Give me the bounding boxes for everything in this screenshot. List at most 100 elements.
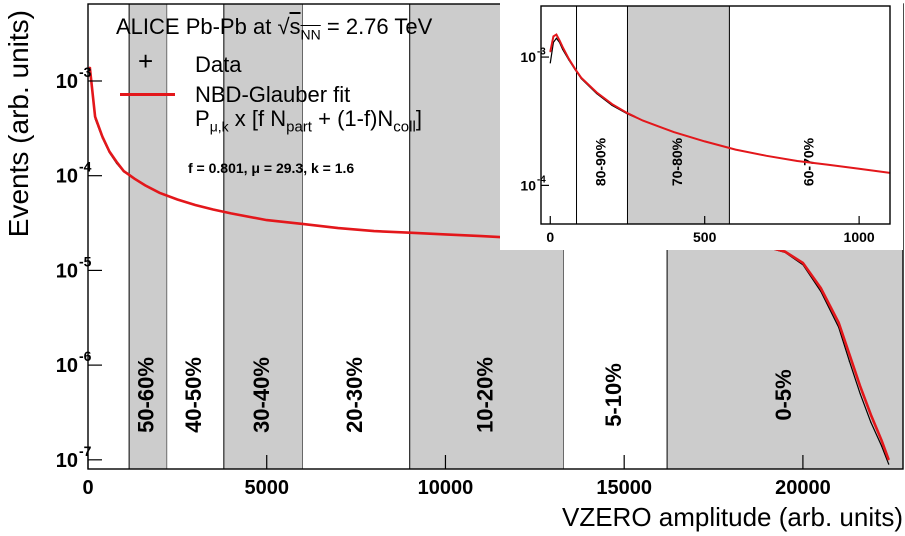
data-point — [880, 445, 883, 447]
fit-point — [555, 33, 558, 36]
y-tick-label: 10 — [56, 450, 78, 472]
fit-point — [827, 164, 829, 166]
y-tick-label: 10 — [56, 166, 78, 188]
fit-point — [595, 91, 598, 94]
fit-point — [568, 58, 570, 60]
band-label: 5-10% — [601, 363, 626, 427]
fit-point — [549, 51, 551, 53]
data-point — [848, 360, 850, 362]
y-tick-label: 10 — [56, 260, 78, 282]
legend-title: ALICE Pb-Pb at √sNN = 2.76 TeV — [116, 14, 433, 43]
fit-point — [94, 116, 96, 118]
legend-formula: Pμ,k x [f Npart + (1-f)Ncoll] — [195, 106, 422, 136]
data-point — [859, 393, 861, 395]
x-tick-label: 500 — [693, 229, 717, 245]
fit-point — [133, 178, 136, 180]
y-tick-label: 10 — [520, 49, 536, 65]
y-tick-label: 10 — [520, 177, 536, 193]
plot-frame — [540, 5, 891, 225]
legend-data-label: Data — [195, 52, 242, 77]
y-tick-exponent: -4 — [79, 159, 92, 175]
x-tick-label: 0 — [82, 477, 93, 499]
band-label: 40-50% — [181, 357, 206, 433]
fit-point — [337, 227, 339, 229]
fit-point — [552, 35, 554, 37]
data-point — [870, 421, 872, 423]
fit-point — [89, 66, 91, 68]
fit-point — [880, 439, 883, 442]
fit-point — [230, 212, 232, 214]
band-label: 30-40% — [249, 357, 274, 433]
band-shade — [223, 4, 303, 469]
fit-point — [373, 230, 375, 232]
fit-point — [888, 459, 890, 461]
band-label: 20-30% — [342, 357, 367, 433]
fit-point — [704, 140, 706, 143]
fit-point — [796, 160, 798, 162]
x-tick-label: 15000 — [596, 477, 652, 499]
fit-point — [409, 232, 411, 234]
band-label: 10-20% — [472, 357, 497, 433]
data-point — [555, 37, 558, 39]
fit-point — [870, 414, 872, 416]
legend-fit-line — [120, 93, 175, 96]
x-tick-label: 5000 — [244, 477, 289, 499]
fit-point — [858, 168, 860, 170]
data-point — [549, 62, 551, 64]
band-label: 80-90% — [593, 137, 609, 186]
fit-point — [626, 112, 629, 114]
y-tick-label: 10 — [56, 71, 78, 93]
band-shade — [627, 6, 730, 224]
fit-point — [848, 353, 850, 355]
y-tick-exponent: -7 — [79, 443, 92, 459]
fit-point — [574, 68, 576, 70]
fit-point — [734, 149, 737, 151]
fit-point — [673, 131, 675, 133]
y-tick-exponent: -5 — [79, 253, 92, 269]
fit-point — [144, 184, 146, 186]
fit-point — [642, 119, 644, 122]
fit-point — [158, 192, 161, 194]
x-tick-label: 20000 — [775, 477, 831, 499]
y-tick-exponent: -4 — [537, 175, 546, 186]
legend-fit-label: NBD-Glauber fit — [195, 82, 351, 107]
y-tick-label: 10 — [56, 355, 78, 377]
x-axis-title: VZERO amplitude (arb. units) — [562, 502, 903, 532]
fit-point — [444, 233, 447, 235]
fit-point — [266, 219, 268, 221]
fit-point — [123, 170, 125, 172]
fit-point — [580, 77, 582, 79]
y-tick-exponent: -3 — [79, 64, 92, 80]
band-label: 50-60% — [134, 357, 159, 433]
fit-point — [176, 198, 178, 201]
band-label: 0-5% — [771, 369, 796, 420]
legend-data-marker: + — [138, 46, 154, 76]
fit-point — [101, 135, 103, 137]
fit-point — [765, 155, 768, 157]
fit-point — [115, 161, 118, 163]
fit-point — [212, 208, 214, 211]
fit-point — [194, 204, 196, 206]
fit-point — [562, 46, 564, 48]
fit-point — [108, 150, 111, 153]
fit-params: f = 0.801, μ = 29.3, k = 1.6 — [188, 160, 355, 176]
band-label: 70-80% — [669, 137, 685, 186]
fit-point — [558, 39, 561, 41]
y-tick-exponent: -3 — [537, 46, 546, 57]
fit-point — [838, 322, 840, 324]
fit-point — [480, 235, 482, 237]
fit-point — [859, 385, 861, 387]
y-axis-title: Events (arb. units) — [3, 10, 34, 237]
band-shade — [129, 4, 167, 469]
fit-curve — [549, 33, 891, 174]
data-point — [888, 463, 890, 465]
fit-point — [784, 250, 786, 253]
fit-point — [820, 287, 822, 289]
y-tick-exponent: -6 — [79, 348, 92, 364]
fit-point — [802, 262, 804, 264]
x-tick-label: 0 — [546, 229, 554, 245]
sqrt-symbol: √ — [277, 14, 290, 39]
fit-point — [301, 223, 304, 225]
